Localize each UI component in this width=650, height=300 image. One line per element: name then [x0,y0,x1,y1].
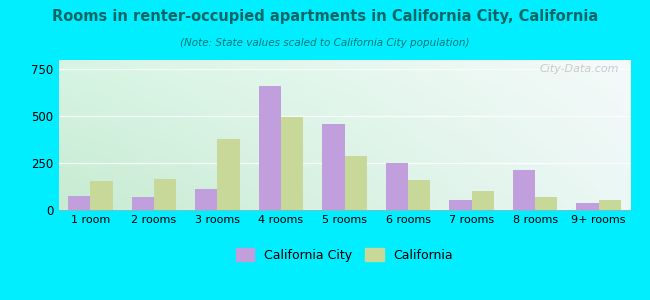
Bar [131,197,154,210]
Bar [322,124,344,210]
Bar [195,189,217,210]
Bar [577,203,599,210]
Bar [449,200,472,210]
Bar [513,170,535,210]
Bar [344,156,367,210]
Bar [599,200,621,210]
Bar [154,179,176,210]
Bar [217,139,240,210]
Text: Rooms in renter-occupied apartments in California City, California: Rooms in renter-occupied apartments in C… [52,9,598,24]
Bar [535,197,558,210]
Bar [408,180,430,210]
Bar [259,86,281,210]
Bar [90,181,112,210]
Text: City-Data.com: City-Data.com [540,64,619,74]
Legend: California City, California: California City, California [231,243,458,267]
Text: (Note: State values scaled to California City population): (Note: State values scaled to California… [180,38,470,47]
Bar [68,196,90,210]
Bar [472,191,494,210]
Bar [281,117,303,210]
Bar [386,163,408,210]
